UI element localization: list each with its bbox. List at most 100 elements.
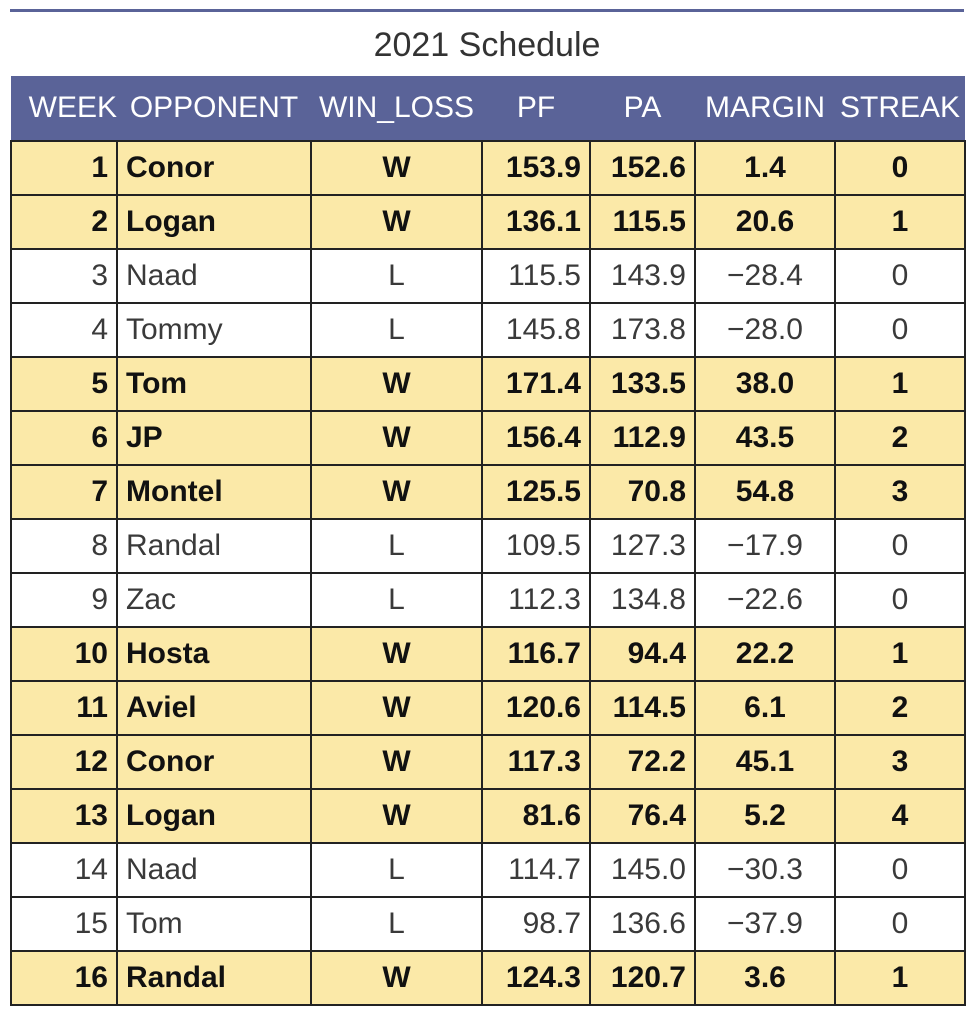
column-header-pf: PF [482,76,590,141]
table-row: 10 Hosta W 116.7 94.4 22.2 1 [10,626,966,682]
header-row: WEEK OPPONENT WIN_LOSS PF PA MARGIN STRE… [11,76,965,141]
column-header-week: WEEK [11,76,117,141]
cell-win-loss: W [310,410,483,466]
table-title: 2021 Schedule [373,26,601,64]
cell-streak: 0 [834,572,966,628]
cell-pa: 94.4 [589,626,696,682]
cell-week: 2 [10,194,118,250]
cell-margin: −30.3 [694,842,836,898]
cell-pa: 76.4 [589,788,696,844]
cell-pf: 136.1 [481,194,591,250]
cell-pa: 173.8 [589,302,696,358]
table-row: 5 Tom W 171.4 133.5 38.0 1 [10,356,966,412]
cell-opponent: Hosta [116,626,312,682]
table-row: 15 Tom L 98.7 136.6 −37.9 0 [10,896,966,952]
cell-opponent: Randal [116,518,312,574]
cell-win-loss: L [310,572,483,628]
cell-week: 6 [10,410,118,466]
cell-pa: 115.5 [589,194,696,250]
cell-pa: 133.5 [589,356,696,412]
cell-week: 11 [10,680,118,736]
cell-pa: 145.0 [589,842,696,898]
table-row: 7 Montel W 125.5 70.8 54.8 3 [10,464,966,520]
cell-pa: 134.8 [589,572,696,628]
cell-margin: −37.9 [694,896,836,952]
column-header-win-loss: WIN_LOSS [311,76,482,141]
cell-streak: 0 [834,518,966,574]
cell-streak: 1 [834,626,966,682]
cell-opponent: Naad [116,248,312,304]
column-header-margin: MARGIN [695,76,835,141]
cell-streak: 1 [834,950,966,1006]
cell-pa: 72.2 [589,734,696,790]
cell-win-loss: W [310,140,483,196]
cell-pa: 70.8 [589,464,696,520]
cell-win-loss: L [310,302,483,358]
table-row: 9 Zac L 112.3 134.8 −22.6 0 [10,572,966,628]
cell-opponent: Tommy [116,302,312,358]
cell-streak: 0 [834,842,966,898]
table-body: 1 Conor W 153.9 152.6 1.4 0 2 Logan W 136.1 115.5 20… [10,140,966,1006]
cell-margin: 43.5 [694,410,836,466]
table-row: 6 JP W 156.4 112.9 43.5 2 [10,410,966,466]
cell-week: 7 [10,464,118,520]
table-row: 8 Randal L 109.5 127.3 −17.9 0 [10,518,966,574]
cell-opponent: Zac [116,572,312,628]
column-header-pa: PA [590,76,695,141]
cell-week: 13 [10,788,118,844]
cell-pf: 116.7 [481,626,591,682]
cell-streak: 2 [834,680,966,736]
cell-pa: 114.5 [589,680,696,736]
cell-win-loss: W [310,734,483,790]
cell-margin: 20.6 [694,194,836,250]
cell-pf: 156.4 [481,410,591,466]
cell-win-loss: W [310,194,483,250]
cell-opponent: Naad [116,842,312,898]
table-row: 12 Conor W 117.3 72.2 45.1 3 [10,734,966,790]
cell-margin: −22.6 [694,572,836,628]
cell-pf: 112.3 [481,572,591,628]
cell-week: 14 [10,842,118,898]
cell-pa: 143.9 [589,248,696,304]
cell-win-loss: L [310,842,483,898]
cell-week: 15 [10,896,118,952]
table-row: 3 Naad L 115.5 143.9 −28.4 0 [10,248,966,304]
cell-pa: 127.3 [589,518,696,574]
top-rule [10,9,964,12]
cell-opponent: JP [116,410,312,466]
cell-opponent: Tom [116,356,312,412]
cell-pa: 112.9 [589,410,696,466]
cell-streak: 1 [834,356,966,412]
cell-streak: 1 [834,194,966,250]
cell-pf: 120.6 [481,680,591,736]
cell-pf: 117.3 [481,734,591,790]
cell-margin: −28.4 [694,248,836,304]
cell-win-loss: W [310,464,483,520]
cell-streak: 2 [834,410,966,466]
cell-week: 3 [10,248,118,304]
table-row: 13 Logan W 81.6 76.4 5.2 4 [10,788,966,844]
cell-pf: 125.5 [481,464,591,520]
cell-pf: 109.5 [481,518,591,574]
cell-margin: 1.4 [694,140,836,196]
cell-pf: 145.8 [481,302,591,358]
cell-streak: 0 [834,140,966,196]
cell-win-loss: W [310,356,483,412]
cell-opponent: Tom [116,896,312,952]
table-row: 1 Conor W 153.9 152.6 1.4 0 [10,140,966,196]
cell-pa: 152.6 [589,140,696,196]
cell-week: 4 [10,302,118,358]
cell-pf: 153.9 [481,140,591,196]
cell-opponent: Conor [116,734,312,790]
cell-pf: 124.3 [481,950,591,1006]
cell-opponent: Logan [116,788,312,844]
cell-margin: 22.2 [694,626,836,682]
cell-win-loss: L [310,518,483,574]
cell-streak: 4 [834,788,966,844]
cell-week: 5 [10,356,118,412]
cell-win-loss: W [310,788,483,844]
cell-margin: 6.1 [694,680,836,736]
cell-margin: −17.9 [694,518,836,574]
cell-streak: 0 [834,896,966,952]
cell-week: 16 [10,950,118,1006]
